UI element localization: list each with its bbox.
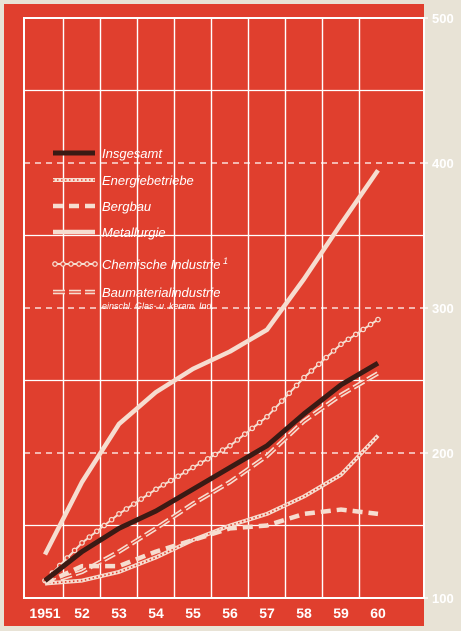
legend-item-energie: Energiebetriebe xyxy=(53,173,194,188)
series-lines xyxy=(42,168,381,586)
chemie-marker xyxy=(360,326,367,333)
chemie-marker xyxy=(352,331,359,338)
chemie-marker xyxy=(204,455,211,462)
chemie-marker xyxy=(86,534,93,540)
legend-footnote-marker: 1 xyxy=(221,256,229,266)
legend-label-chemie: Chemische Industrie 1 xyxy=(102,256,228,272)
legend-marker-chemie xyxy=(52,261,58,267)
chemie-marker xyxy=(293,382,300,389)
series-line-bergbau xyxy=(44,507,379,586)
chemie-marker xyxy=(315,361,322,368)
chemie-marker xyxy=(264,413,270,420)
chemie-marker xyxy=(286,390,293,397)
chemie-marker xyxy=(323,354,330,361)
chemie-marker xyxy=(338,341,344,348)
x-tick-label: 60 xyxy=(370,605,386,621)
chemie-marker xyxy=(278,398,285,404)
chemie-marker xyxy=(197,460,204,466)
axis-ticks: 100 200 300 400 500 1951 52 53 54 55 56 57 58 59 60 xyxy=(29,11,453,621)
chemie-marker xyxy=(219,447,226,453)
x-tick-label: 52 xyxy=(74,605,90,621)
legend-item-chemie: Chemische Industrie 1 xyxy=(52,256,228,272)
legend-marker-chemie xyxy=(68,261,74,267)
y-tick-label: 100 xyxy=(432,591,454,606)
chemie-marker xyxy=(108,516,115,523)
x-tick-label: 54 xyxy=(148,605,164,621)
series-line-baumaterial-center xyxy=(44,372,379,585)
legend: Insgesamt Energiebetriebe Bergbau Metallurg… xyxy=(52,146,228,311)
legend-label-energie: Energiebetriebe xyxy=(102,173,194,188)
chemie-marker xyxy=(301,374,307,381)
chemie-marker xyxy=(308,368,315,374)
legend-marker-chemie xyxy=(92,261,98,267)
chemie-marker xyxy=(375,316,381,323)
chemie-marker xyxy=(160,482,167,488)
x-tick-label: 59 xyxy=(333,605,349,621)
legend-marker-chemie xyxy=(60,261,66,267)
chemie-marker xyxy=(182,468,189,475)
chemie-marker xyxy=(175,473,182,480)
chemie-marker xyxy=(234,437,241,443)
y-tick-label: 300 xyxy=(432,301,454,316)
legend-marker-chemie xyxy=(84,261,90,267)
series-line-chemie xyxy=(44,318,379,582)
x-tick-label: 53 xyxy=(111,605,127,621)
y-tick-label: 200 xyxy=(432,446,454,461)
chemie-marker xyxy=(227,442,233,449)
chemie-marker xyxy=(367,321,374,328)
x-tick-label: 56 xyxy=(222,605,238,621)
chemie-marker xyxy=(271,406,278,412)
chemie-marker xyxy=(249,425,256,432)
series-line-metallurgie xyxy=(42,168,380,556)
chemie-marker xyxy=(145,491,152,498)
legend-item-metallurgie: Metallurgie xyxy=(53,225,166,240)
legend-item-insgesamt: Insgesamt xyxy=(53,146,163,161)
legend-marker-chemie xyxy=(76,261,82,267)
chemie-marker xyxy=(190,464,196,471)
chemie-marker xyxy=(212,451,219,458)
plot-background xyxy=(4,4,424,626)
chemie-marker xyxy=(71,547,78,554)
y-tick-label: 400 xyxy=(432,156,454,171)
chemie-marker xyxy=(330,348,337,354)
legend-label-metallurgie: Metallurgie xyxy=(102,225,166,240)
chemie-marker xyxy=(256,419,263,426)
chemie-marker xyxy=(93,528,100,535)
x-tick-label: 1951 xyxy=(29,605,60,621)
series-line-energie-dots xyxy=(44,435,379,585)
legend-label-baumaterial: Baumaterialindustrie xyxy=(102,285,221,300)
legend-sublabel-baumaterial: einschl. Glas- u. keram. Ind. xyxy=(102,301,214,311)
chemie-marker xyxy=(167,477,174,484)
y-tick-label: 500 xyxy=(432,11,454,26)
chemie-marker xyxy=(130,501,137,507)
x-tick-label: 57 xyxy=(259,605,275,621)
chemie-marker xyxy=(153,486,159,493)
x-tick-label: 58 xyxy=(296,605,312,621)
chemie-marker xyxy=(241,431,248,437)
legend-item-bergbau: Bergbau xyxy=(53,199,151,214)
chemie-marker xyxy=(116,511,122,517)
x-tick-label: 55 xyxy=(185,605,201,621)
chemie-marker xyxy=(138,496,145,502)
chemie-marker xyxy=(101,522,108,529)
series-line-insgesamt xyxy=(43,360,380,583)
chemie-marker xyxy=(79,540,85,546)
legend-label-bergbau: Bergbau xyxy=(102,199,151,214)
legend-label-insgesamt: Insgesamt xyxy=(102,146,163,161)
chemie-marker xyxy=(123,506,130,512)
chemie-marker xyxy=(345,336,352,343)
